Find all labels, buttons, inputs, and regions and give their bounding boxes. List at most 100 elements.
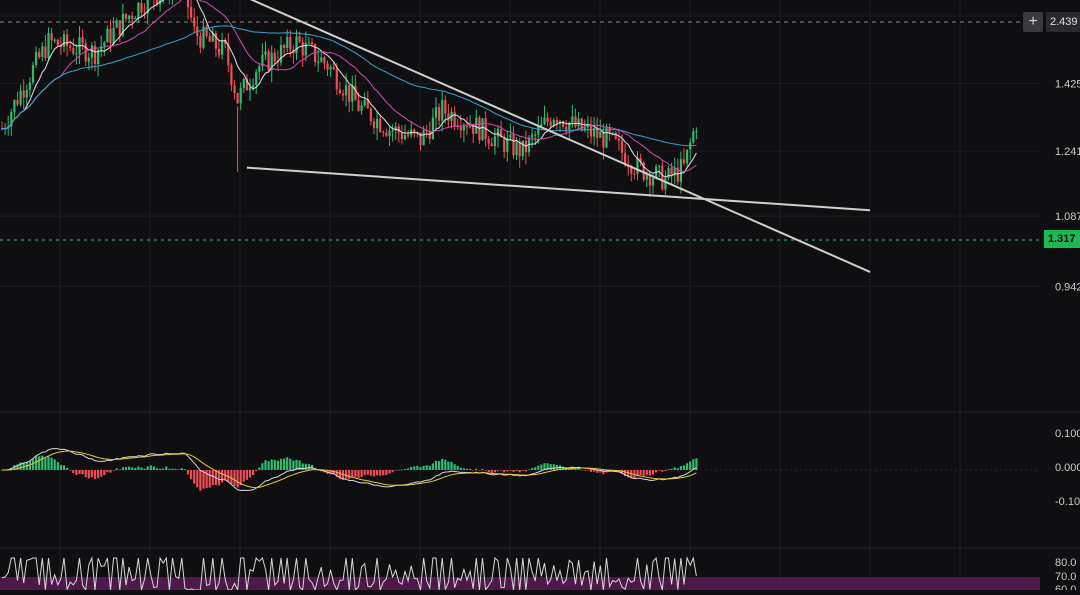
candle-body	[267, 51, 270, 71]
ma-slow-line	[1, 25, 697, 147]
macd-histogram-bar	[366, 470, 369, 475]
macd-histogram-bar	[335, 470, 338, 478]
macd-histogram-bar	[97, 470, 100, 479]
candle	[279, 36, 283, 66]
candle	[379, 114, 382, 133]
macd-tick-label: -0.100	[1055, 496, 1080, 508]
candle	[577, 112, 580, 130]
macd-histogram-bar	[230, 470, 233, 485]
candle-body	[320, 57, 323, 62]
candle-body	[465, 125, 469, 128]
macd-histogram-bar	[146, 466, 149, 470]
candle-body	[611, 132, 614, 134]
candle	[295, 29, 298, 61]
candle-body	[112, 27, 115, 44]
candle	[227, 32, 230, 73]
candle-body	[630, 167, 633, 174]
macd-histogram-bar	[537, 465, 540, 470]
candle-body	[143, 12, 146, 14]
macd-tick-label: 0.000	[1055, 462, 1080, 474]
candle-body	[549, 121, 552, 126]
candle	[217, 39, 221, 59]
macd-histogram-bar	[78, 470, 81, 474]
candle-body	[518, 141, 521, 157]
candle-body	[326, 63, 329, 70]
candle	[264, 41, 267, 60]
candle	[462, 122, 465, 143]
trendlines[interactable]	[182, 0, 871, 273]
candle-body	[521, 140, 524, 157]
candle-body	[400, 132, 403, 140]
candle-body	[298, 36, 301, 42]
macd-histogram-bar	[419, 467, 422, 470]
candle-body	[658, 165, 661, 167]
candle-body	[56, 39, 59, 46]
macd-histogram-bar	[248, 470, 252, 478]
candle-body	[469, 125, 472, 128]
candle-body	[323, 57, 326, 64]
candle-body	[140, 2, 143, 13]
macd-histogram-bar	[124, 466, 128, 470]
macd-histogram-bar	[431, 463, 434, 470]
candle	[422, 126, 425, 146]
candle-body	[233, 85, 236, 94]
candle-body	[379, 118, 382, 132]
rsi-tick-label: 70.0	[1055, 571, 1076, 583]
candle	[546, 112, 549, 127]
macd-histogram-bar	[351, 470, 354, 477]
candle-body	[614, 132, 617, 139]
candle	[224, 37, 227, 49]
candle	[447, 103, 450, 128]
candle	[47, 27, 50, 61]
macd-histogram-bar	[400, 469, 403, 471]
candle	[376, 112, 379, 140]
macd-histogram-bar	[453, 464, 456, 470]
candle-body	[490, 143, 493, 147]
candle-body	[661, 165, 664, 190]
candle	[214, 30, 217, 57]
candle	[465, 117, 469, 136]
candle	[354, 74, 357, 101]
candle-body	[695, 130, 698, 132]
macd-histogram-bar	[118, 469, 121, 471]
macd-histogram-bar	[255, 470, 258, 472]
candle	[270, 45, 273, 83]
candle	[689, 138, 692, 161]
candle-body	[552, 119, 555, 126]
macd-histogram-bar	[47, 456, 50, 470]
candle	[335, 63, 338, 96]
candle-body	[230, 65, 233, 86]
candle	[608, 123, 611, 142]
candle	[44, 35, 47, 61]
macd-histogram-bar	[500, 470, 503, 471]
macd-histogram-bar	[193, 470, 196, 484]
candle-body	[366, 99, 369, 109]
candle	[230, 63, 233, 92]
macd-histogram-bar	[41, 455, 44, 470]
candle	[112, 17, 115, 47]
macd-histogram-bar	[261, 463, 264, 470]
macd-histogram-bar	[546, 463, 549, 470]
candle	[35, 46, 38, 68]
candle-body	[403, 135, 407, 140]
candle	[397, 123, 400, 143]
candle-body	[118, 20, 121, 36]
macd-histogram-bar	[531, 468, 534, 470]
macd-histogram-bar	[527, 469, 531, 471]
add-crosshair-button[interactable]: +	[1023, 12, 1043, 32]
macd-histogram-bar	[472, 470, 475, 471]
macd-histogram-bar	[252, 470, 255, 476]
candle-body	[25, 89, 28, 98]
macd-histogram-bar	[283, 458, 286, 470]
candle	[428, 121, 431, 145]
candle-body	[93, 45, 97, 65]
candle-body	[645, 174, 648, 180]
candle-body	[571, 116, 574, 123]
candle	[10, 108, 13, 137]
macd-histogram-bar	[496, 470, 500, 471]
candle-body	[431, 117, 434, 139]
candle	[75, 44, 78, 65]
candle-body	[239, 87, 242, 104]
